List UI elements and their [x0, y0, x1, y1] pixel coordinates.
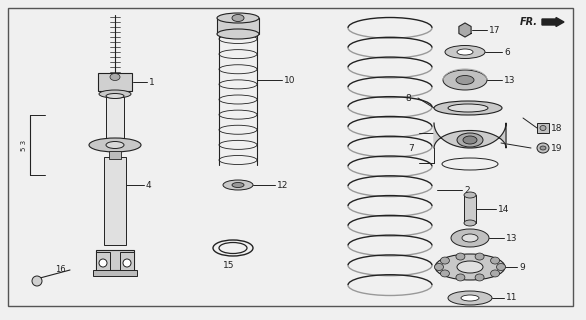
Ellipse shape	[89, 138, 141, 152]
Ellipse shape	[106, 93, 124, 99]
Ellipse shape	[448, 291, 492, 305]
Ellipse shape	[448, 104, 488, 112]
Ellipse shape	[232, 14, 244, 21]
Ellipse shape	[490, 257, 500, 264]
Ellipse shape	[490, 270, 500, 277]
Ellipse shape	[451, 229, 489, 247]
Ellipse shape	[537, 143, 549, 153]
Bar	[464, 195, 476, 223]
Text: 14: 14	[498, 204, 509, 213]
Ellipse shape	[464, 192, 476, 198]
Ellipse shape	[462, 234, 478, 242]
Circle shape	[32, 276, 42, 286]
Ellipse shape	[110, 74, 120, 81]
Ellipse shape	[457, 261, 483, 273]
Text: 11: 11	[506, 293, 517, 302]
Ellipse shape	[540, 125, 546, 131]
Ellipse shape	[475, 253, 484, 260]
Ellipse shape	[456, 253, 465, 260]
Text: 18: 18	[551, 124, 563, 132]
Text: 17: 17	[489, 26, 500, 35]
Ellipse shape	[456, 274, 465, 281]
Bar	[120, 252, 134, 274]
Ellipse shape	[443, 70, 487, 90]
Circle shape	[99, 259, 107, 267]
Ellipse shape	[434, 101, 502, 115]
Ellipse shape	[232, 182, 244, 188]
Polygon shape	[434, 123, 506, 148]
Ellipse shape	[217, 29, 259, 39]
Text: 12: 12	[277, 180, 288, 189]
Ellipse shape	[106, 141, 124, 148]
Ellipse shape	[441, 270, 449, 277]
Ellipse shape	[540, 146, 546, 150]
Ellipse shape	[457, 49, 473, 55]
Circle shape	[123, 259, 131, 267]
Bar	[537, 123, 549, 133]
Text: 15: 15	[223, 261, 235, 270]
Bar	[96, 250, 134, 270]
Text: FR.: FR.	[520, 17, 538, 27]
Text: 13: 13	[506, 234, 517, 243]
Ellipse shape	[496, 263, 506, 270]
Text: 19: 19	[551, 143, 563, 153]
Text: 13: 13	[504, 76, 516, 84]
Ellipse shape	[223, 180, 253, 190]
Text: 2: 2	[464, 186, 469, 195]
Polygon shape	[459, 23, 471, 37]
Ellipse shape	[434, 263, 444, 270]
Text: 5 3: 5 3	[21, 140, 27, 151]
Ellipse shape	[445, 45, 485, 59]
Bar	[96, 252, 110, 274]
Text: 10: 10	[284, 76, 295, 84]
Bar	[104, 157, 126, 245]
Text: 4: 4	[146, 180, 152, 189]
Text: 8: 8	[406, 93, 411, 102]
Ellipse shape	[475, 274, 484, 281]
Ellipse shape	[456, 76, 474, 84]
Bar	[109, 151, 121, 159]
Text: 1: 1	[149, 77, 155, 86]
Ellipse shape	[441, 257, 449, 264]
Ellipse shape	[435, 254, 505, 280]
Bar	[93, 270, 137, 276]
Ellipse shape	[217, 13, 259, 23]
Text: 6: 6	[504, 47, 510, 57]
Ellipse shape	[99, 90, 131, 98]
Bar	[217, 18, 259, 34]
Ellipse shape	[457, 133, 483, 147]
Text: 9: 9	[519, 262, 524, 271]
Ellipse shape	[464, 220, 476, 226]
Bar	[106, 96, 124, 145]
Text: 16: 16	[55, 266, 66, 275]
Text: 7: 7	[408, 143, 414, 153]
Ellipse shape	[463, 136, 477, 144]
Ellipse shape	[461, 295, 479, 301]
Bar	[98, 73, 132, 91]
FancyArrow shape	[542, 18, 564, 27]
